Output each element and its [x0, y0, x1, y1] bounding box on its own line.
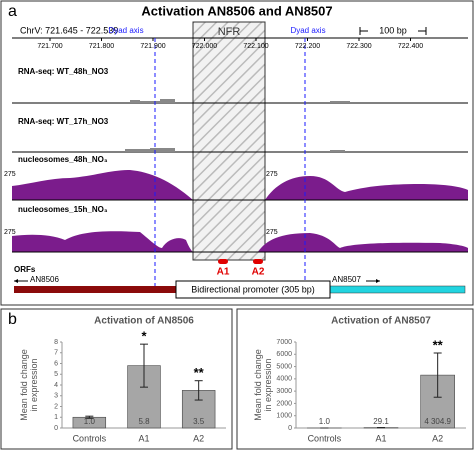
promoter-label: Bidirectional promoter (305 bp) — [191, 284, 315, 294]
coord-tick-label: 721.800 — [89, 43, 114, 50]
y-tick-label: 1000 — [276, 413, 292, 420]
coord-tick-label: 722.400 — [398, 43, 423, 50]
orf-bar — [329, 285, 466, 294]
coord-tick-label: 721.700 — [37, 43, 62, 50]
track-label: nucleosomes_48h_NO₃ — [18, 155, 108, 164]
arrow — [376, 279, 380, 283]
y-tick-label: 0 — [54, 425, 58, 432]
y-tick-label: 2 — [54, 403, 58, 410]
nucleosome-signal — [12, 170, 468, 200]
chart-title: Activation of AN8506 — [94, 316, 194, 327]
y-axis-label: Mean fold changein expression — [253, 349, 273, 421]
rna-signal — [130, 99, 350, 103]
significance: * — [141, 329, 147, 344]
nucleosome-signal — [12, 231, 468, 252]
rna-signal — [125, 148, 345, 152]
panel-a-frame — [0, 0, 474, 306]
x-tick-label: A2 — [432, 433, 443, 443]
x-tick-label: Controls — [73, 433, 107, 443]
y-tick-label: 0 — [288, 425, 292, 432]
panel-title: Activation AN8506 and AN8507 — [141, 3, 332, 18]
significance: ** — [194, 365, 205, 380]
scale-label: 100 bp — [379, 25, 407, 35]
track-label: RNA-seq: WT_17h_NO3 — [18, 117, 109, 126]
motif-label: A2 — [252, 267, 265, 278]
y-tick-label: 5000 — [276, 363, 292, 370]
motif-label: A1 — [217, 267, 230, 278]
motif — [253, 259, 263, 264]
y-tick-label: 3 — [54, 393, 58, 400]
gene-label: AN8507 — [332, 275, 361, 284]
coord-tick-label: 721.900 — [140, 43, 165, 50]
coords: ChrV: 721.645 - 722.539 — [20, 25, 118, 35]
y-tick-label: 2000 — [276, 400, 292, 407]
y-tick-label: 7000 — [276, 339, 292, 346]
promoter-box — [175, 280, 331, 299]
x-tick-label: A1 — [375, 433, 386, 443]
dyad-label: Dyad axis — [290, 26, 325, 35]
y-axis-label: Mean fold changein expression — [19, 349, 39, 421]
track-max: 275 — [4, 229, 16, 236]
panel-label: b — [8, 311, 17, 328]
dyad-label: Dyad axis — [108, 26, 143, 35]
y-tick-label: 6000 — [276, 351, 292, 358]
panel-b-frame — [0, 308, 233, 450]
y-tick-label: 1 — [54, 414, 58, 421]
gene-label: AN8506 — [30, 275, 59, 284]
x-tick-label: Controls — [308, 433, 342, 443]
value-label: 1.0 — [84, 417, 96, 426]
orf-bar — [14, 286, 180, 293]
track-max: 275 — [266, 171, 278, 178]
y-tick-label: 4 — [54, 382, 58, 389]
y-tick-label: 4000 — [276, 376, 292, 383]
coord-tick-label: 722.300 — [346, 43, 371, 50]
value-label: 29.1 — [373, 417, 389, 426]
coord-tick-label: 722.100 — [243, 43, 268, 50]
track-label: nucleosomes_15h_NO₃ — [18, 205, 108, 214]
orfs-label: ORFs — [14, 265, 36, 274]
significance: ** — [433, 337, 444, 352]
coord-tick-label: 722.200 — [295, 43, 320, 50]
panel-b-frame — [236, 308, 474, 450]
y-tick-label: 5 — [54, 371, 58, 378]
track-max: 275 — [4, 171, 16, 178]
nfr-label: NFR — [218, 26, 241, 38]
panel-label: a — [8, 3, 17, 20]
y-tick-label: 3000 — [276, 388, 292, 395]
value-label: 5.8 — [138, 417, 150, 426]
arrow — [14, 279, 18, 283]
y-tick-label: 7 — [54, 350, 58, 357]
value-label: 1.0 — [319, 417, 331, 426]
motif — [218, 259, 228, 264]
x-tick-label: A1 — [138, 433, 149, 443]
nfr-region — [192, 21, 266, 261]
track-label: RNA-seq: WT_48h_NO3 — [18, 67, 109, 76]
value-label: 3.5 — [193, 417, 205, 426]
y-tick-label: 6 — [54, 360, 58, 367]
chart-title: Activation of AN8507 — [331, 316, 431, 327]
x-tick-label: A2 — [193, 433, 204, 443]
coord-tick-label: 722.000 — [192, 43, 217, 50]
track-max: 275 — [266, 229, 278, 236]
y-tick-label: 8 — [54, 339, 58, 346]
value-label: 4 304.9 — [424, 417, 451, 426]
